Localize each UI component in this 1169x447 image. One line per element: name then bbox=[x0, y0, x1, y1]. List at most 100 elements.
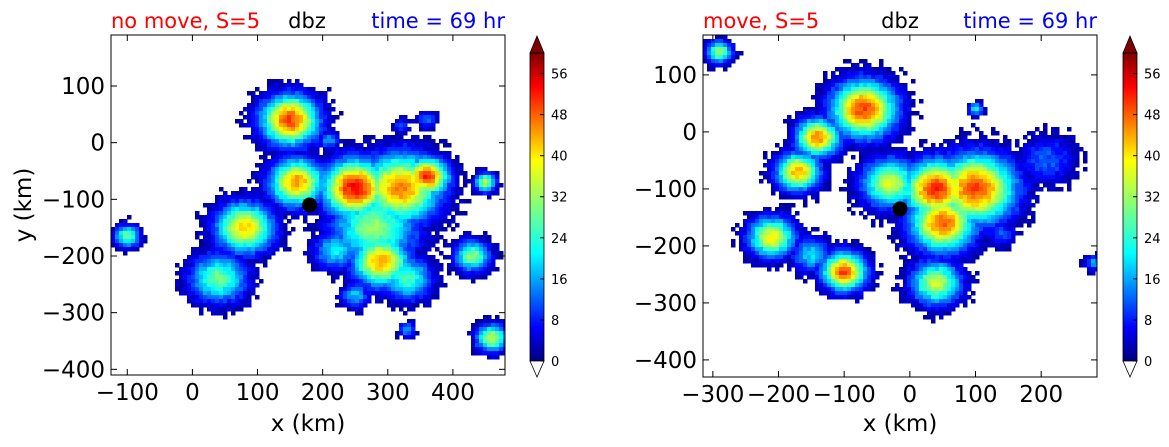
dbz-cell bbox=[387, 179, 392, 184]
dbz-cell bbox=[423, 243, 428, 248]
dbz-cell bbox=[455, 175, 460, 180]
dbz-cell bbox=[875, 67, 880, 72]
dbz-cell bbox=[767, 179, 772, 184]
dbz-cell bbox=[207, 243, 212, 248]
dbz-cell bbox=[307, 251, 312, 256]
dbz-cell bbox=[367, 235, 372, 240]
dbz-cell bbox=[855, 63, 860, 68]
dbz-cell bbox=[803, 167, 808, 172]
dbz-cell bbox=[271, 171, 276, 176]
dbz-cell bbox=[419, 235, 424, 240]
dbz-cell bbox=[851, 95, 856, 100]
dbz-cell bbox=[899, 231, 904, 236]
dbz-cell bbox=[295, 111, 300, 116]
dbz-cell bbox=[267, 103, 272, 108]
dbz-cell bbox=[927, 175, 932, 180]
dbz-cell bbox=[419, 179, 424, 184]
dbz-cell bbox=[395, 279, 400, 284]
dbz-cell bbox=[447, 203, 452, 208]
dbz-cell bbox=[411, 319, 416, 324]
dbz-cell bbox=[871, 107, 876, 112]
dbz-cell bbox=[419, 263, 424, 268]
dbz-cell bbox=[411, 323, 416, 328]
dbz-cell bbox=[799, 127, 804, 132]
dbz-cell bbox=[867, 251, 872, 256]
dbz-cell bbox=[279, 135, 284, 140]
dbz-cell bbox=[867, 263, 872, 268]
dbz-cell bbox=[923, 307, 928, 312]
dbz-cell bbox=[351, 235, 356, 240]
dbz-cell bbox=[447, 199, 452, 204]
dbz-cell bbox=[295, 127, 300, 132]
dbz-cell bbox=[439, 275, 444, 280]
dbz-cell bbox=[831, 247, 836, 252]
dbz-cell bbox=[867, 91, 872, 96]
dbz-cell bbox=[763, 259, 768, 264]
dbz-cell bbox=[227, 295, 232, 300]
dbz-cell bbox=[431, 223, 436, 228]
dbz-cell bbox=[383, 235, 388, 240]
dbz-cell bbox=[255, 135, 260, 140]
dbz-cell bbox=[867, 119, 872, 124]
dbz-cell bbox=[855, 67, 860, 72]
dbz-cell bbox=[487, 343, 492, 348]
left-ylabel: y (km) bbox=[11, 168, 37, 243]
dbz-cell bbox=[711, 55, 716, 60]
dbz-cell bbox=[763, 219, 768, 224]
dbz-cell bbox=[259, 247, 264, 252]
dbz-cell bbox=[311, 255, 316, 260]
dbz-cell bbox=[803, 243, 808, 248]
dbz-cell bbox=[355, 227, 360, 232]
dbz-cell bbox=[419, 199, 424, 204]
dbz-cell bbox=[351, 179, 356, 184]
dbz-cell bbox=[799, 175, 804, 180]
dbz-cell bbox=[383, 203, 388, 208]
y-tick-label: 100 bbox=[61, 74, 105, 100]
dbz-cell bbox=[823, 155, 828, 160]
dbz-cell bbox=[391, 235, 396, 240]
dbz-cell bbox=[495, 175, 500, 180]
dbz-cell bbox=[383, 231, 388, 236]
dbz-cell bbox=[443, 167, 448, 172]
dbz-cell bbox=[763, 255, 768, 260]
dbz-cell bbox=[891, 171, 896, 176]
dbz-cell bbox=[927, 187, 932, 192]
dbz-cell bbox=[771, 227, 776, 232]
dbz-cell bbox=[399, 295, 404, 300]
dbz-cell bbox=[887, 119, 892, 124]
dbz-cell bbox=[439, 223, 444, 228]
dbz-cell bbox=[427, 235, 432, 240]
dbz-cell bbox=[807, 167, 812, 172]
dbz-cell bbox=[499, 351, 504, 356]
dbz-cell bbox=[123, 239, 128, 244]
dbz-cell bbox=[355, 299, 360, 304]
dbz-cell bbox=[823, 111, 828, 116]
dbz-cell bbox=[435, 147, 440, 152]
dbz-cell bbox=[867, 179, 872, 184]
dbz-cell bbox=[907, 119, 912, 124]
dbz-cell bbox=[343, 163, 348, 168]
dbz-cell bbox=[355, 239, 360, 244]
dbz-cell bbox=[323, 255, 328, 260]
dbz-cell bbox=[471, 351, 476, 356]
dbz-cell bbox=[715, 59, 720, 64]
dbz-cell bbox=[863, 115, 868, 120]
dbz-cell bbox=[247, 215, 252, 220]
dbz-cell bbox=[223, 235, 228, 240]
dbz-cell bbox=[219, 303, 224, 308]
dbz-cell bbox=[859, 259, 864, 264]
dbz-cell bbox=[767, 171, 772, 176]
dbz-cell bbox=[875, 87, 880, 92]
dbz-cell bbox=[843, 95, 848, 100]
dbz-cell bbox=[867, 127, 872, 132]
dbz-cell bbox=[835, 127, 840, 132]
dbz-cell bbox=[331, 187, 336, 192]
dbz-cell bbox=[815, 87, 820, 92]
dbz-cell bbox=[379, 191, 384, 196]
dbz-cell bbox=[363, 303, 368, 308]
dbz-cell bbox=[451, 251, 456, 256]
dbz-cell bbox=[319, 171, 324, 176]
dbz-cell bbox=[923, 163, 928, 168]
dbz-cell bbox=[831, 255, 836, 260]
dbz-cell bbox=[875, 191, 880, 196]
